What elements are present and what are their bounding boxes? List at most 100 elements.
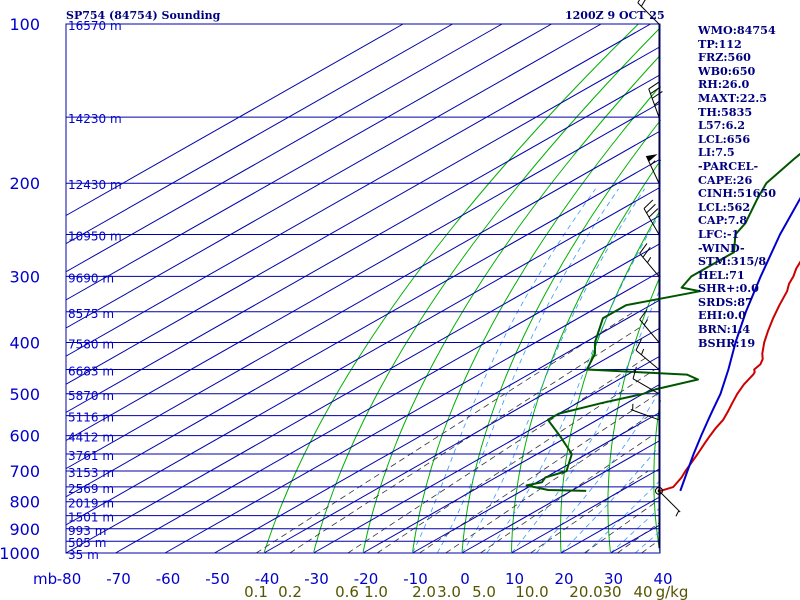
wind-barb [630,403,660,421]
panel-line: CAP:7.8 [698,213,748,228]
height-label: 16570 m [68,19,122,33]
temperature-trace [660,260,800,492]
temperature-tick-label: -30 [304,570,329,588]
panel-line: SRDS:87 [698,294,753,309]
moist-adiabat [436,188,619,554]
surface-wind-dot [657,489,661,493]
mixing-ratio-line [255,311,635,554]
pressure-tick-label: 300 [9,267,40,286]
dry-adiabats [263,23,662,553]
mixing-ratio-label: 0.2 [278,583,302,600]
isotherm-line [65,23,503,273]
mixing-ratio-line [617,521,661,554]
wind-barb [643,199,660,235]
pressure-tick-label: 700 [9,462,40,481]
panel-line: STM:315/8 [698,254,767,269]
mixing-ratio-lines [255,311,661,554]
moist-adiabat [585,480,661,554]
wind-barb [637,0,660,25]
height-label: 2019 m [68,497,114,511]
isotherm-line [65,215,661,554]
pressure-unit-label: mb [33,570,57,588]
mixing-ratio-line [641,540,658,554]
mixing-ratio-label: 5.0 [472,583,496,600]
dry-adiabat [412,87,659,553]
wind-barb [648,81,663,118]
panel-line: EHI:0.0 [698,308,746,323]
moist-adiabat [610,508,660,554]
wind-barb [658,490,681,517]
moist-adiabat [560,446,660,554]
isotherm-line [214,299,661,554]
mixing-ratio-unit: g/kg [656,583,689,600]
moist-adiabat [412,188,596,554]
mixing-ratio-label: 3.0 [437,583,461,600]
isotherm-line [511,468,661,554]
surface-wind-marker [655,486,663,495]
mixing-ratio-label: 20.0 [569,583,602,600]
height-label: 35 m [68,548,99,562]
isotherm-line [610,524,661,554]
panel-line: -WIND- [698,240,745,255]
height-label: 2569 m [68,482,114,496]
height-label: 10950 m [68,230,122,244]
panel-line: LI:7.5 [698,145,735,160]
temperature-tick-label: 40 [653,570,672,588]
panel-line: LFC:-1 [698,226,740,241]
temperature-tick-label: -40 [255,570,280,588]
moist-adiabat [511,291,660,554]
isotherm-line [65,186,661,526]
temperature-tick-label: -70 [106,570,131,588]
temperature-tick-label: -50 [205,570,230,588]
height-label: 993 m [68,524,106,538]
panel-line: WMO:84754 [698,23,776,37]
panel-line: -PARCEL- [698,158,759,173]
height-label: 7580 m [68,337,114,351]
isotherm-line [65,74,661,413]
height-label: 1501 m [68,511,114,525]
isotherm-line [313,355,661,554]
temperature-tick-label: 0 [460,570,470,588]
isotherm-line [65,23,404,216]
temperature-tick-label: 10 [505,570,524,588]
dry-adiabat [560,211,660,553]
isotherm-line [65,158,661,498]
mixing-ratio-line [445,415,650,554]
dry-adiabat [263,23,639,553]
isotherm-line [362,383,661,554]
panel-line: CINH:51650 [698,186,776,201]
moist-adiabat [535,391,660,554]
moist-adiabat [635,530,661,554]
mixing-ratio-line [419,393,658,554]
isotherm-line [65,46,661,385]
mixing-ratio-label: 10.0 [515,583,548,600]
height-label: 3153 m [68,466,114,480]
height-label: 5116 m [68,411,114,425]
temperature-tick-label: 30 [604,570,623,588]
panel-line: CAPE:26 [698,172,753,187]
mixing-ratio-line [347,356,649,554]
temperature-tick-label: -20 [354,570,379,588]
isotherm-line [560,496,661,554]
mixing-ratio-label: 2.0 [412,583,436,600]
height-label: 8575 m [68,307,114,321]
height-label: 4412 m [68,431,114,445]
panel-line: RH:26.0 [698,77,750,92]
pressure-tick-label: 800 [9,493,40,512]
pressure-tick-label: 600 [9,427,40,446]
height-label: 505 m [68,536,106,550]
mixing-ratio-line [289,327,640,554]
plot-frame [65,23,661,554]
pressure-tick-label: 500 [9,385,40,404]
dry-adiabat [511,159,662,553]
isotherm-line [65,23,552,301]
temperature-tick-label: -10 [403,570,428,588]
sounding-time: 1200Z 9 OCT 25 [565,9,665,22]
panel-line: SHR+:0.0 [698,281,759,296]
panel-line: TP:112 [698,36,742,51]
dry-adiabat [607,275,661,553]
isotherm-line [65,23,651,357]
grid-lines [65,23,661,554]
isotherm-line [164,271,661,554]
